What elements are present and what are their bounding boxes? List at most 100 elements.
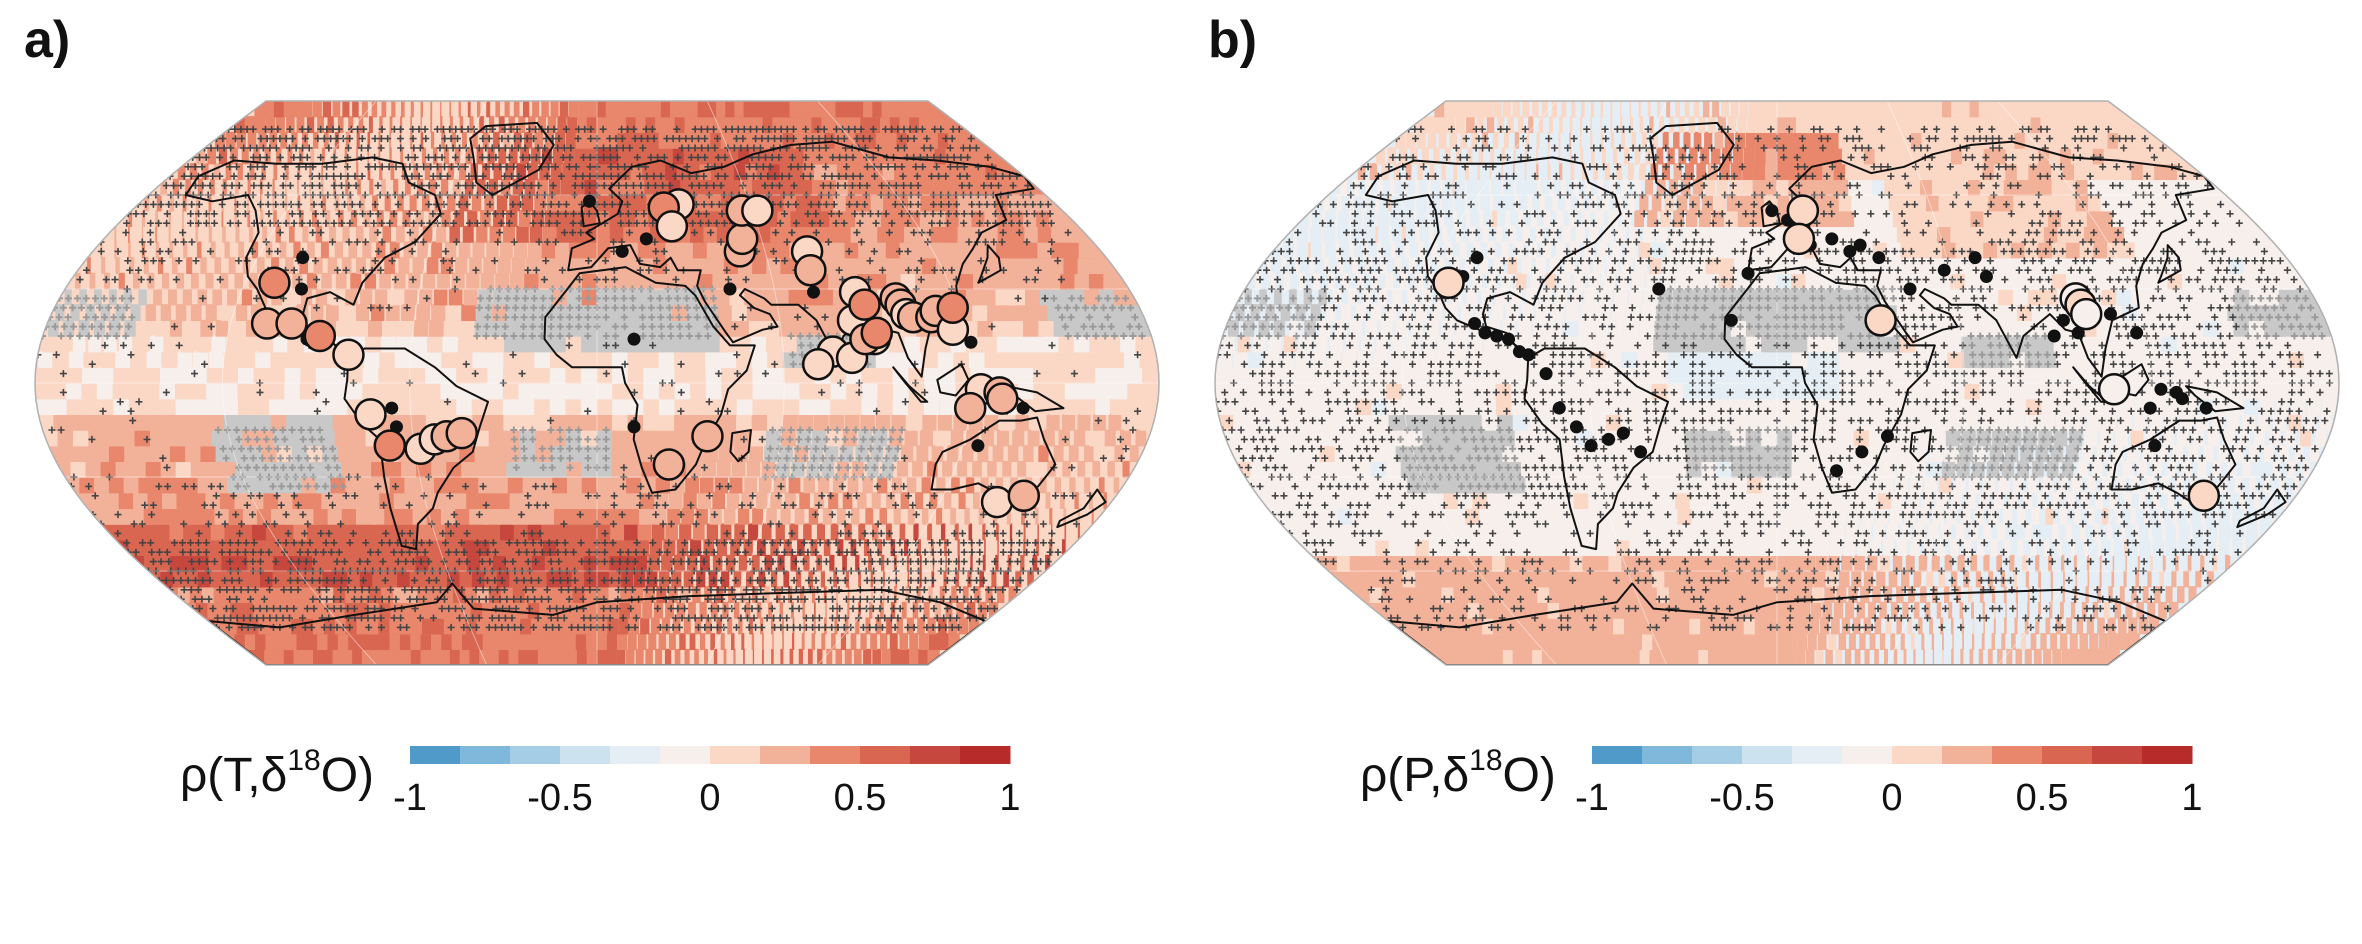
panel-a-cbar-suffix: O) xyxy=(320,749,375,802)
colorbar-segment xyxy=(1592,746,1643,764)
colorbar-segment xyxy=(2042,746,2093,764)
station-circle xyxy=(741,194,774,227)
station-circle xyxy=(848,288,881,321)
station-circle xyxy=(258,266,291,299)
station-circle xyxy=(1007,479,1041,513)
colorbar-segment xyxy=(2092,746,2143,764)
colorbar-segment xyxy=(560,746,611,764)
station-dot-small xyxy=(1468,316,1482,330)
station-dot-small xyxy=(2148,439,2162,453)
station-dot-small xyxy=(294,282,308,296)
colorbar-tick-label: -1 xyxy=(1575,777,1609,819)
panel-a-cbar-sup: 18 xyxy=(287,744,321,777)
panel-a-label: a) xyxy=(24,11,71,69)
station-circle xyxy=(794,253,827,287)
station-circle xyxy=(2069,297,2103,331)
station-dot-small xyxy=(1843,244,1857,258)
station-dot-small xyxy=(1502,332,1516,346)
colorbar-tick-label: 0 xyxy=(1881,777,1902,819)
station-dot-small xyxy=(2154,382,2168,396)
station-circle xyxy=(2097,373,2131,406)
panel-b-cbar-prefix: ρ(P,δ xyxy=(1360,749,1470,802)
station-dot-small xyxy=(2103,307,2117,321)
station-circle xyxy=(373,429,407,462)
station-dot-small xyxy=(1937,263,1951,277)
panel-b-label: b) xyxy=(1208,11,1258,69)
station-circle xyxy=(652,448,686,481)
station-circle xyxy=(445,416,478,450)
station-dot-small xyxy=(385,401,399,415)
colorbar-tick-label: 0.5 xyxy=(834,777,887,819)
colorbar-segment xyxy=(1642,746,1693,764)
station-dot-small xyxy=(2130,326,2144,340)
station-dot-small xyxy=(615,244,629,258)
station-dot-small xyxy=(1569,420,1583,434)
map-border xyxy=(34,100,1160,666)
colorbar-tick-label: -1 xyxy=(393,777,427,819)
station-dot-small xyxy=(971,439,985,453)
station-dot-small xyxy=(807,285,821,299)
panel-a-colorbar: -1 -0.5 0 0.5 1 xyxy=(393,746,1021,819)
colorbar-tick-label: 1 xyxy=(999,777,1020,819)
panel-b-cbar-suffix: O) xyxy=(1502,749,1556,802)
station-dot-small xyxy=(1539,367,1553,381)
station-dot-small xyxy=(1490,329,1504,343)
station-dot-small xyxy=(1652,282,1666,296)
panel-b-cbar-sup: 18 xyxy=(1469,744,1503,777)
station-dot-small xyxy=(1830,464,1844,478)
station-dot-small xyxy=(1552,401,1566,415)
station-dot-small xyxy=(1470,251,1484,265)
station-dot-small xyxy=(2199,401,2213,415)
station-circle xyxy=(2187,479,2221,513)
colorbar-segment xyxy=(1692,746,1743,764)
station-circle xyxy=(1864,304,1897,337)
station-circle xyxy=(655,210,689,243)
station-dot-small xyxy=(2175,392,2189,406)
colorbar-segment xyxy=(710,746,761,764)
station-dot-small xyxy=(2056,313,2070,327)
colorbar-tick-label: 0.5 xyxy=(2016,777,2069,819)
station-circle xyxy=(1786,194,1820,227)
station-dot-small xyxy=(1968,251,1982,265)
station-dot-small xyxy=(1765,204,1779,218)
map-border xyxy=(1214,100,2340,666)
station-dot-small xyxy=(1825,232,1839,246)
station-dot-small xyxy=(627,420,641,434)
station-dot-small xyxy=(627,332,641,346)
colorbar-segment xyxy=(510,746,561,764)
panel-a-colorbar-title: ρ(T,δ18O) xyxy=(180,744,375,803)
station-dot-small xyxy=(1880,429,1894,443)
station-dot-small xyxy=(964,335,978,349)
station-dot-small xyxy=(1016,401,1030,415)
correlation-field xyxy=(1215,101,2339,665)
station-dot-small xyxy=(1903,282,1917,296)
station-circle xyxy=(691,420,724,453)
station-dot-small xyxy=(1634,445,1648,459)
station-circle xyxy=(354,398,387,431)
colorbar-segment xyxy=(1942,746,1993,764)
colorbar-segment xyxy=(960,746,1011,764)
colorbar-tick-label: -0.5 xyxy=(527,777,592,819)
station-circle xyxy=(860,316,893,350)
station-dot-small xyxy=(639,232,653,246)
station-dot-small xyxy=(1584,439,1598,453)
colorbar-segment xyxy=(410,746,461,764)
colorbar-segment xyxy=(660,746,711,764)
station-dot-small xyxy=(1979,269,1993,283)
panel-b-colorbar: -1 -0.5 0 0.5 1 xyxy=(1575,746,2203,819)
panel-a-map xyxy=(34,100,1160,666)
station-dot-small xyxy=(1724,313,1738,327)
station-circle xyxy=(953,391,987,425)
station-dot-small xyxy=(723,282,737,296)
station-markers xyxy=(250,188,1041,519)
colorbar-segment xyxy=(760,746,811,764)
station-circle xyxy=(303,319,337,353)
station-circle xyxy=(725,222,759,256)
colorbar-segment xyxy=(1892,746,1943,764)
graticule xyxy=(1215,101,2339,665)
colorbar-tick-label: -0.5 xyxy=(1709,777,1774,819)
station-dot-small xyxy=(1855,445,1869,459)
station-dot-small xyxy=(1521,348,1535,362)
station-circle xyxy=(936,291,969,325)
station-circle xyxy=(986,382,1019,415)
